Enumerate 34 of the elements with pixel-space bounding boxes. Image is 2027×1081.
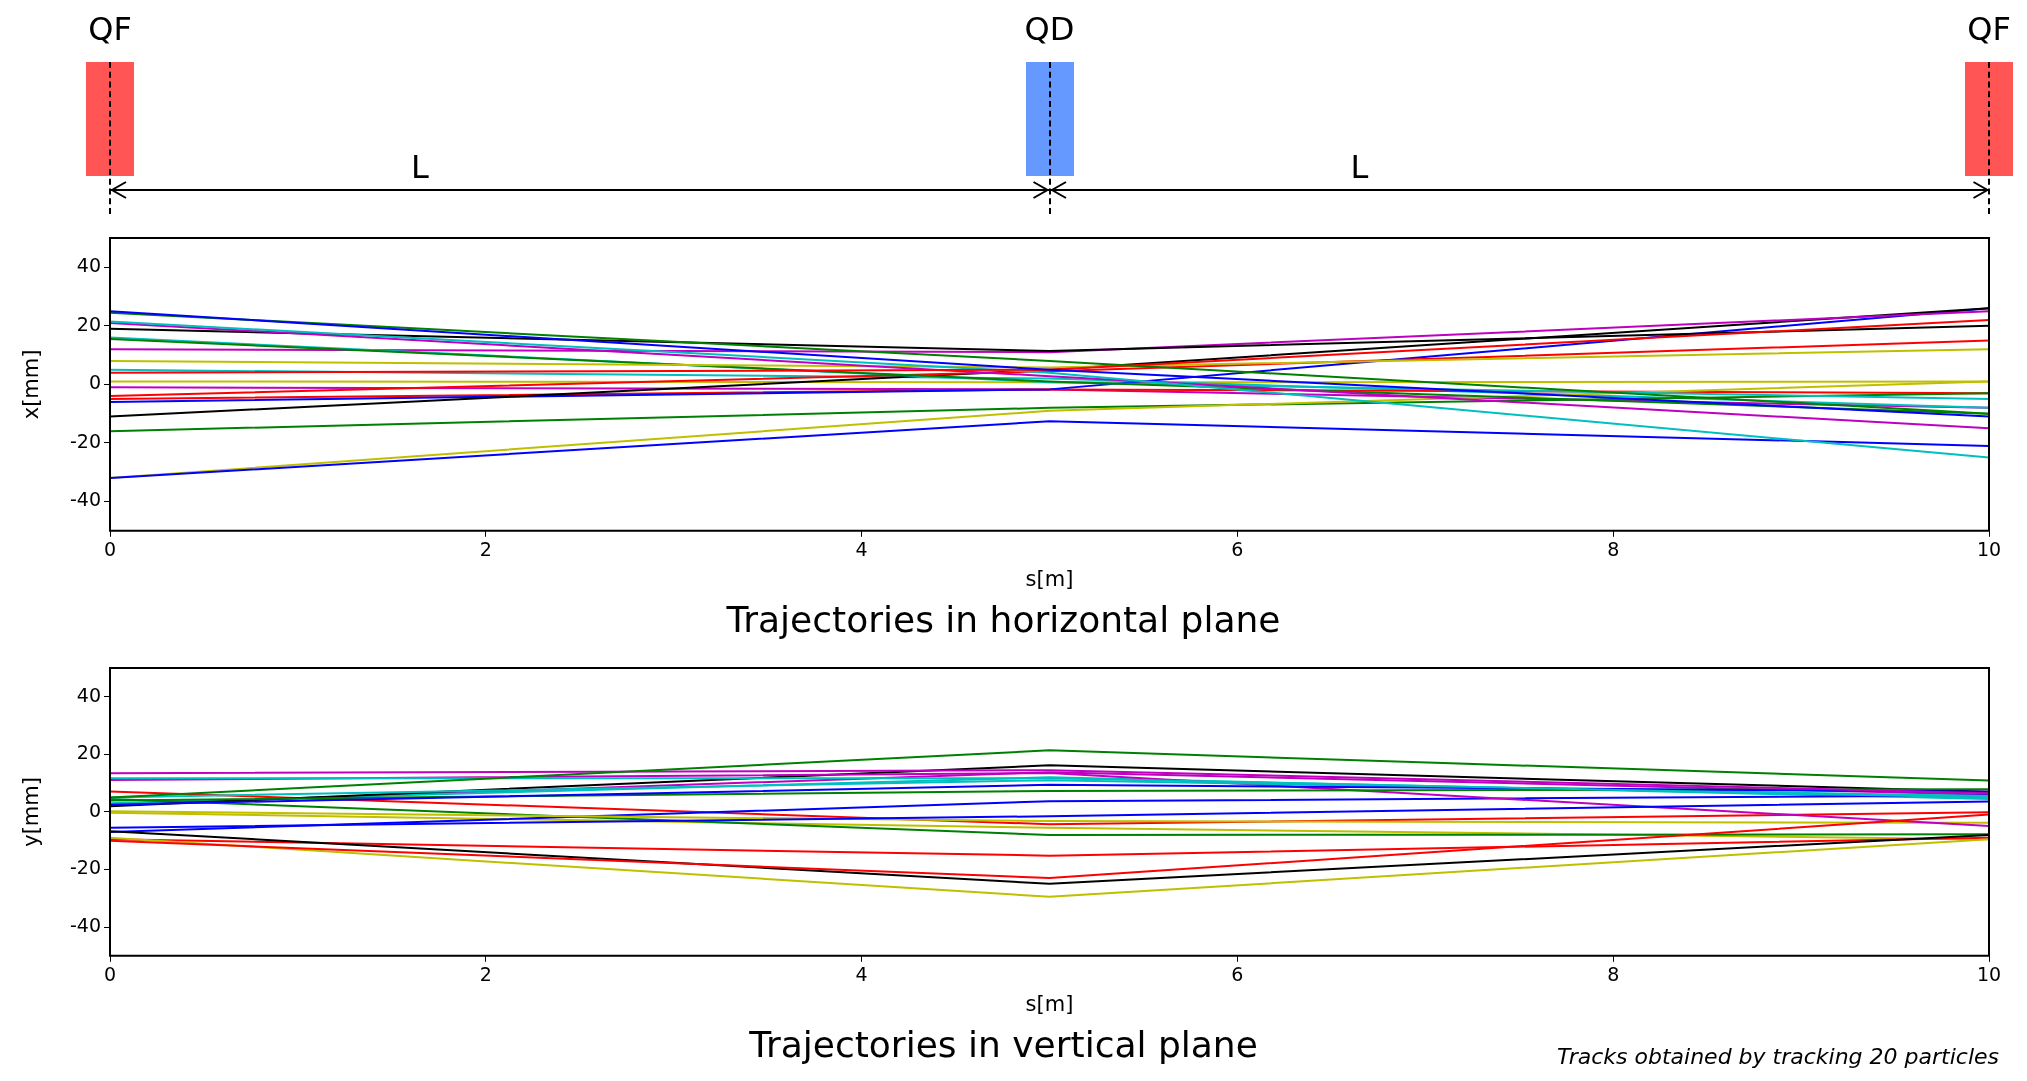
x-axis-title: s[m]: [1025, 566, 1074, 591]
x-tick-label: 4: [855, 538, 868, 561]
y-tick-label: -40: [69, 913, 101, 936]
text: L: [411, 148, 429, 186]
text: QF: [1967, 10, 2011, 48]
y-tick-label: -20: [69, 429, 101, 452]
text: Tracks obtained by tracking 20 particles: [1556, 1044, 1999, 1069]
y-axis-title: x[mm]: [19, 349, 44, 420]
text: QD: [1024, 10, 1075, 48]
text: Trajectories in vertical plane: [748, 1023, 1258, 1065]
y-tick-label: -20: [69, 856, 101, 879]
x-tick-label: 10: [1976, 963, 2002, 986]
x-tick-label: 4: [855, 963, 868, 986]
text: QF: [88, 10, 132, 48]
y-tick-label: 20: [76, 312, 101, 335]
y-axis-title: y[mm]: [19, 777, 44, 847]
x-tick-label: 8: [1607, 538, 1620, 561]
text: L: [1350, 148, 1369, 186]
x-tick-label: 0: [103, 538, 117, 561]
text: Trajectories in horizontal plane: [725, 598, 1281, 640]
x-tick-label: 10: [1976, 538, 2002, 561]
y-tick-label: 20: [76, 741, 101, 764]
y-tick-label: 40: [76, 683, 101, 706]
y-tick-label: 0: [88, 371, 101, 394]
x-tick-label: 2: [479, 538, 492, 561]
x-tick-label: 0: [103, 963, 117, 986]
x-axis-title: s[m]: [1025, 991, 1074, 1016]
x-tick-label: 8: [1607, 963, 1620, 986]
y-tick-label: 0: [88, 798, 101, 821]
x-tick-label: 2: [479, 963, 492, 986]
x-tick-label: 6: [1231, 538, 1244, 561]
y-tick-label: 40: [76, 254, 101, 277]
y-tick-label: -40: [69, 488, 101, 511]
x-tick-label: 6: [1231, 963, 1244, 986]
